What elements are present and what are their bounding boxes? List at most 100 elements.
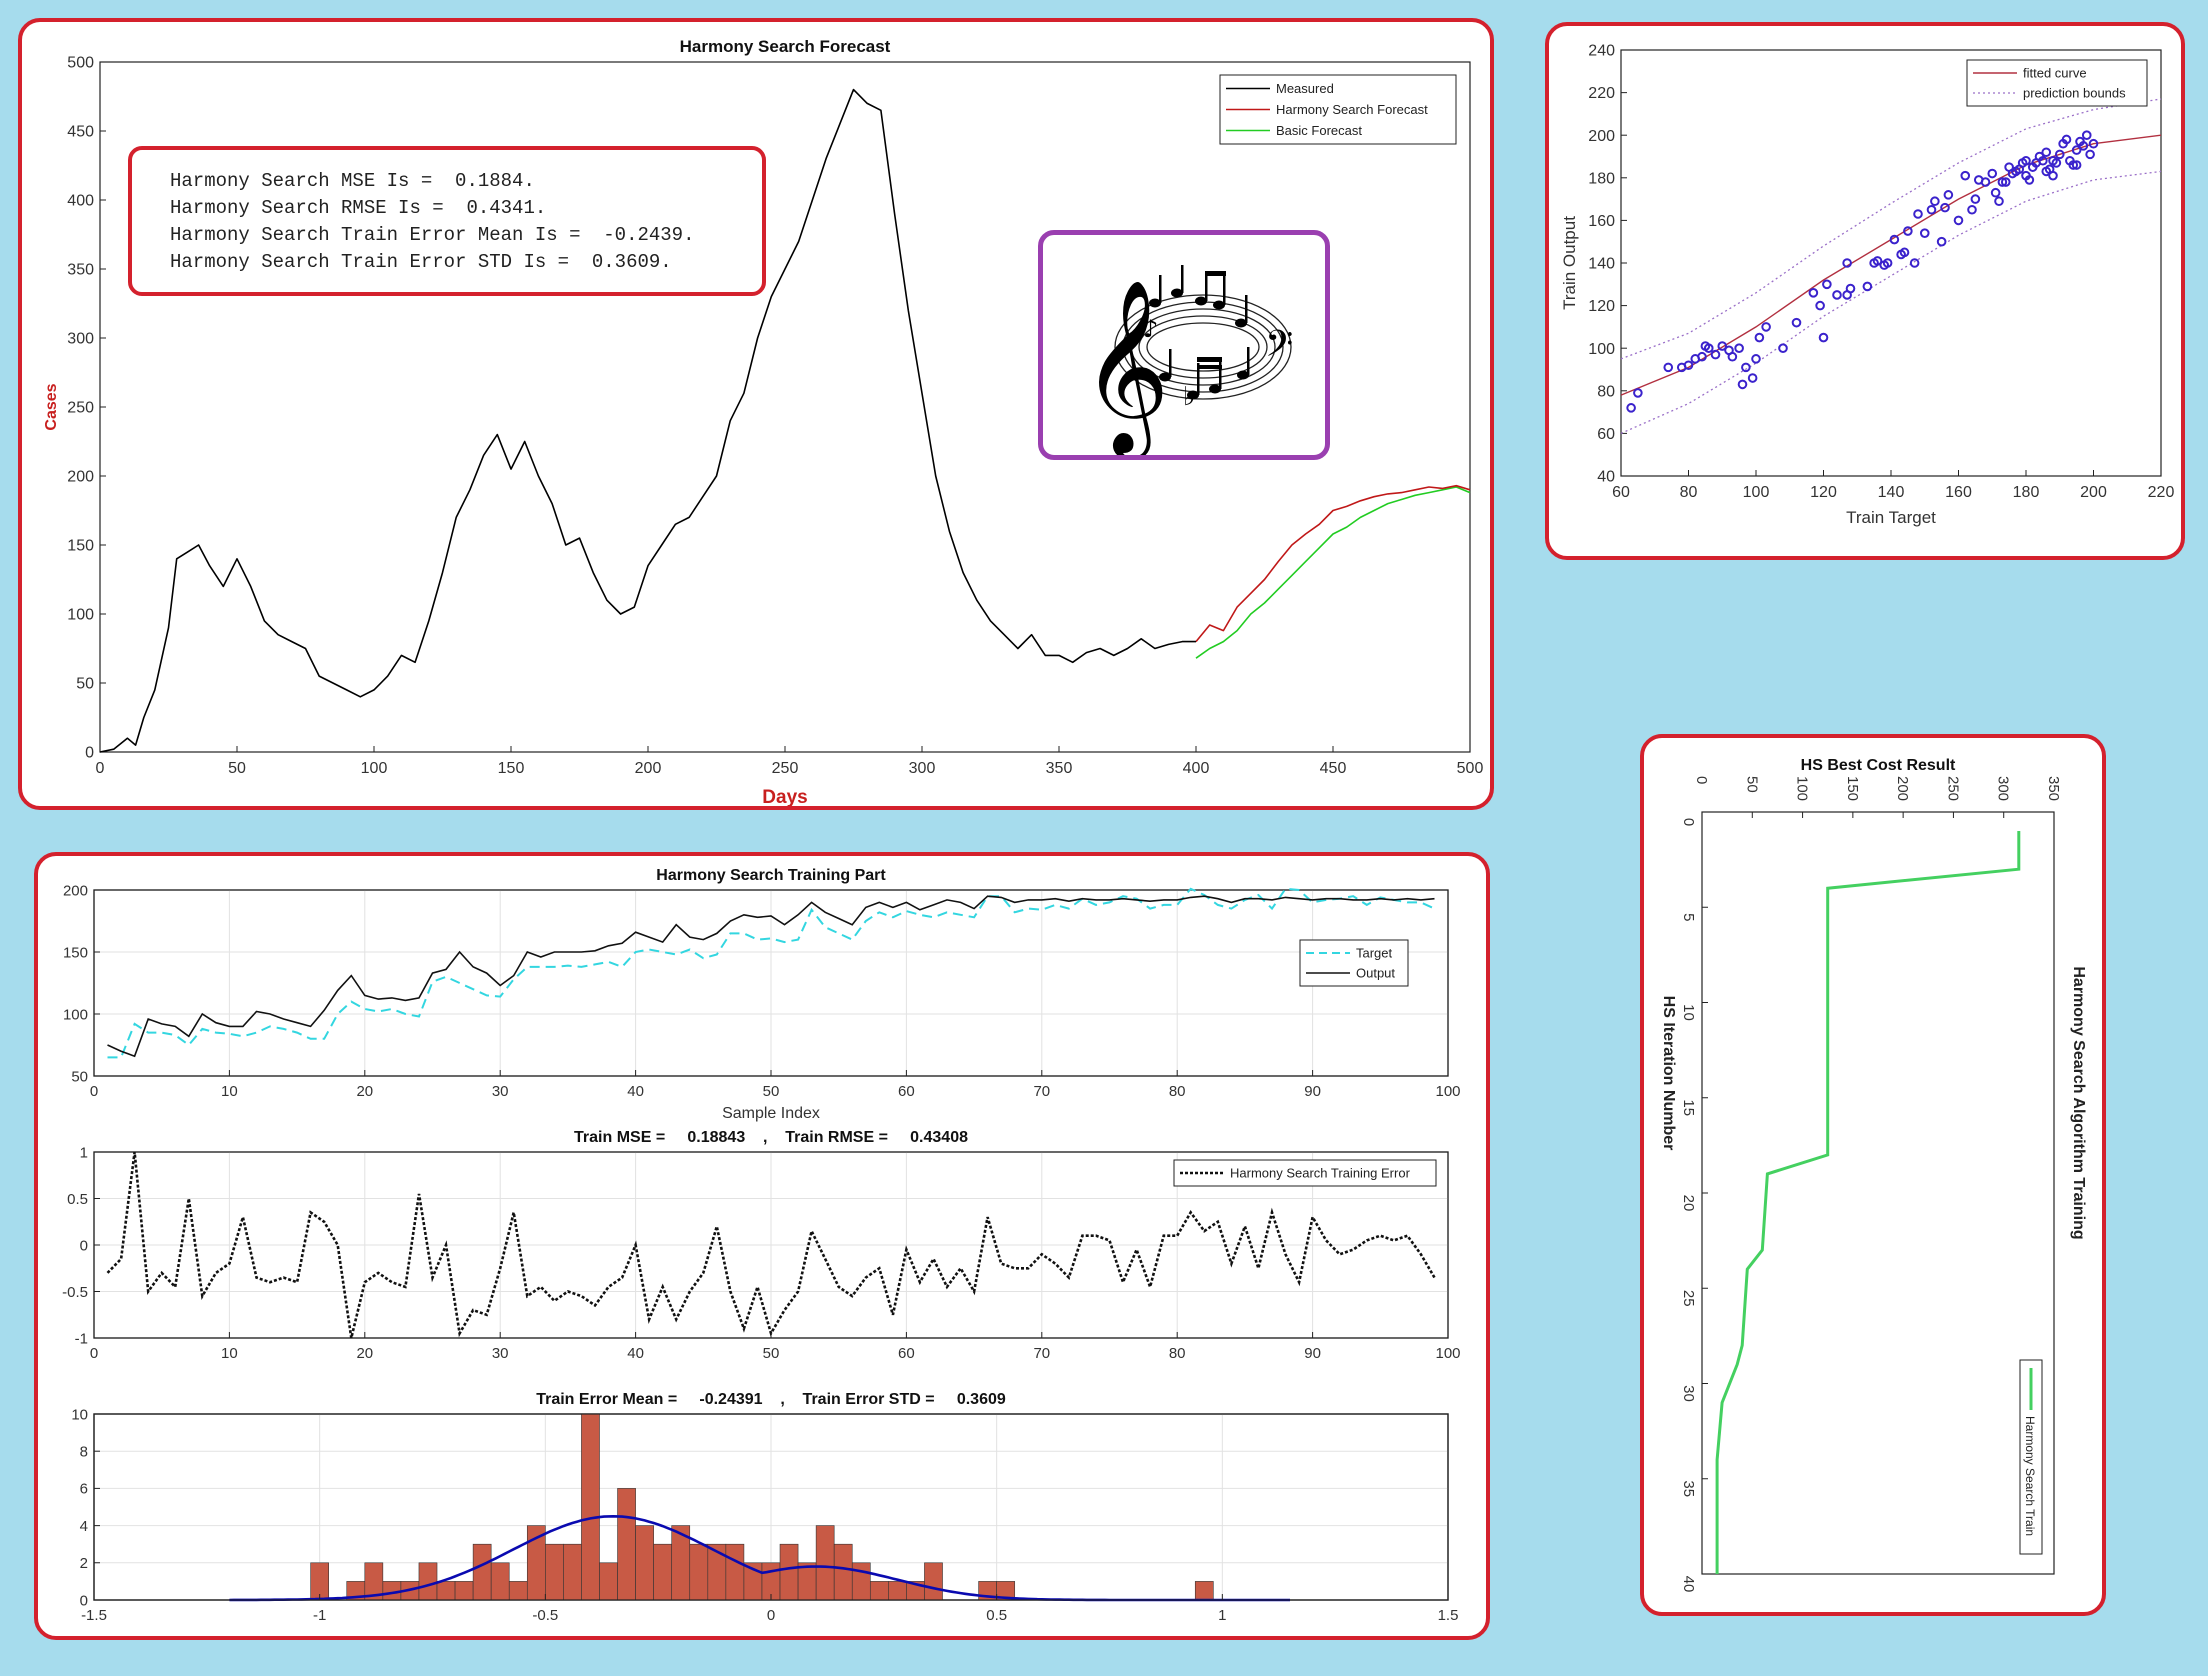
forecast-xtick-label: 150 xyxy=(498,760,525,777)
cost-iteration-label: 30 xyxy=(1680,1385,1697,1402)
training-part-xtick-label: 80 xyxy=(1169,1083,1186,1100)
forecast-series-2 xyxy=(1195,486,1471,659)
histogram-bar xyxy=(869,1581,889,1601)
cost-iteration-label: 5 xyxy=(1680,913,1697,921)
regression-point xyxy=(1791,317,1802,328)
histogram-bar xyxy=(472,1543,492,1601)
training-error-xtick-label: 80 xyxy=(1169,1345,1186,1362)
training-part-xtick-label: 70 xyxy=(1033,1083,1050,1100)
best-cost-panel: HS Best Cost Result 0 50 100 150 200 250 300 350… xyxy=(1640,734,2106,1616)
training-part-legend-label: Output xyxy=(1356,966,1395,981)
regression-point xyxy=(1953,215,1964,226)
histogram-ytick-label: 6 xyxy=(80,1481,88,1498)
cost-legend-label: Harmony Search Train xyxy=(2023,1416,2037,1536)
svg-text:𝄢: 𝄢 xyxy=(1265,323,1293,374)
cost-tick-label: 250 xyxy=(1944,776,1961,801)
forecast-ytick-label: 400 xyxy=(67,193,94,210)
histogram-ytick-label: 2 xyxy=(80,1555,88,1572)
training-part-xtick-label: 0 xyxy=(90,1083,98,1100)
regression-point xyxy=(1717,341,1728,351)
histogram-bar xyxy=(924,1562,943,1601)
training-part-ytick-label: 100 xyxy=(63,1006,88,1023)
regression-point xyxy=(2061,134,2072,145)
forecast-xlabel: Days xyxy=(762,787,807,808)
regression-point xyxy=(1633,388,1643,398)
regression-point xyxy=(1832,290,1842,300)
cost-tick-label: 100 xyxy=(1794,776,1811,801)
histogram-xtick-label: -1.5 xyxy=(81,1607,107,1624)
svg-text:♭: ♭ xyxy=(1183,382,1195,412)
regression-ytick-label: 220 xyxy=(1588,85,1615,102)
cost-iteration-label: 15 xyxy=(1680,1099,1697,1116)
regression-point xyxy=(2078,141,2089,151)
regression-ytick-label: 40 xyxy=(1597,469,1615,486)
forecast-xtick-label: 250 xyxy=(772,760,799,777)
stats-mse: Harmony Search MSE Is = 0.1884. xyxy=(170,170,535,192)
training-error-xtick-label: 90 xyxy=(1304,1345,1321,1362)
regression-point xyxy=(1940,202,1950,213)
regression-xtick-label: 140 xyxy=(1878,484,1905,501)
cost-iteration-label: 0 xyxy=(1680,818,1697,826)
regression-legend-box xyxy=(1966,59,2148,107)
histogram-bar xyxy=(815,1525,835,1601)
training-panel: 0 10 20 30 40 50 60 70 80 90 100 50 100 150 200 Harmony… xyxy=(34,852,1490,1640)
forecast-legend-label: Harmony Search Forecast xyxy=(1276,102,1428,117)
forecast-xtick-label: 200 xyxy=(635,760,662,777)
cost-xlabel: HS Iteration Number xyxy=(1660,996,1677,1151)
cost-iteration-label: 25 xyxy=(1680,1290,1697,1307)
cost-legend-box xyxy=(2019,1359,2043,1555)
histogram-bar xyxy=(581,1413,600,1601)
regression-point xyxy=(2085,149,2095,160)
regression-point xyxy=(2000,177,2011,187)
forecast-ytick-label: 350 xyxy=(67,262,94,279)
regression-point xyxy=(1747,373,1758,383)
svg-text:♪: ♪ xyxy=(1143,315,1158,343)
regression-point xyxy=(2048,170,2058,181)
training-error-xtick-label: 50 xyxy=(763,1345,780,1362)
cost-iteration-label: 35 xyxy=(1680,1480,1697,1497)
regression-point xyxy=(1926,204,1937,215)
regression-point xyxy=(1997,177,2008,187)
training-part-xtick-label: 60 xyxy=(898,1083,915,1100)
regression-point xyxy=(2041,147,2052,158)
regression-panel: 60 80 100 120 140 160 180 200 220 40 60 80 100 120 140… xyxy=(1545,22,2185,560)
training-part-xtick-label: 10 xyxy=(221,1083,238,1100)
cost-tick-label: 50 xyxy=(1743,776,1760,793)
regression-point xyxy=(1703,343,1714,354)
histogram-bar xyxy=(833,1543,853,1601)
histogram-bar xyxy=(689,1543,709,1601)
forecast-legend-label: Measured xyxy=(1276,81,1334,96)
regression-point xyxy=(1822,279,1832,290)
histogram-bar xyxy=(490,1562,510,1601)
regression-point xyxy=(1761,322,1771,332)
cost-iteration-label: 20 xyxy=(1680,1195,1697,1212)
regression-xtick-label: 80 xyxy=(1680,484,1698,501)
forecast-xtick-label: 50 xyxy=(228,760,246,777)
regression-point xyxy=(1872,256,1883,266)
forecast-xtick-label: 300 xyxy=(909,760,936,777)
regression-point xyxy=(1990,187,2001,198)
cost-axes-box xyxy=(1701,811,2055,1575)
training-error-xtick-label: 60 xyxy=(898,1345,915,1362)
regression-chart: 60 80 100 120 140 160 180 200 220406080100120140… xyxy=(1560,43,2174,527)
forecast-ytick-label: 150 xyxy=(67,538,94,555)
cost-tick-label: 0 xyxy=(1693,776,1710,784)
music-logo-box: 𝄞 𝄢 ♭ ♪ xyxy=(1038,230,1330,460)
regression-ytick-label: 60 xyxy=(1597,426,1615,443)
training-error-ytick-label: 0.5 xyxy=(67,1191,88,1208)
regression-legend-label: fitted curve xyxy=(2023,66,2087,81)
histogram-xtick-label: 1 xyxy=(1218,1607,1226,1624)
treble-clef-music-notes-icon: 𝄞 𝄢 ♭ ♪ xyxy=(1081,265,1293,455)
regression-xtick-label: 100 xyxy=(1743,484,1770,501)
regression-point xyxy=(1967,204,1977,215)
forecast-xtick-label: 400 xyxy=(1183,760,1210,777)
cost-iteration-label: 10 xyxy=(1680,1004,1697,1021)
regression-point xyxy=(1919,228,1930,238)
histogram-bar xyxy=(436,1581,456,1601)
training-error-title: Train MSE = 0.18843 , Train RMSE = 0.434… xyxy=(574,1129,968,1146)
forecast-ytick-label: 50 xyxy=(76,676,94,693)
regression-point xyxy=(1737,379,1748,390)
regression-point xyxy=(1808,288,1819,298)
forecast-xtick-label: 450 xyxy=(1320,760,1347,777)
